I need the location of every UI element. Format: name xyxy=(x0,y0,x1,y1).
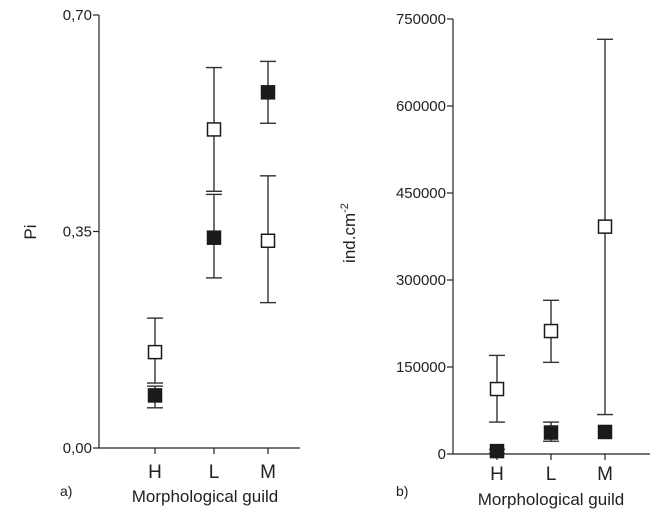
panel-b-y-axis-title: ind.cm-2 xyxy=(339,203,359,263)
panel-b-open-square-marker xyxy=(543,323,559,339)
panel-a-x-axis-title: Morphological guild xyxy=(132,487,278,506)
panel-b-open-square-marker xyxy=(597,219,613,234)
panel-b-category-label: M xyxy=(597,464,613,485)
panel-b-label: b) xyxy=(396,483,408,499)
panel-a-y-tick-label: 0,70 xyxy=(63,7,92,24)
panel-a-filled-square-marker xyxy=(147,388,163,403)
panel-a-y-axis-title-text: Pi xyxy=(21,224,40,239)
panel-b-y-tick-label: 150000 xyxy=(396,359,446,376)
panel-b-filled-square-marker xyxy=(543,425,559,440)
panel-a-y-tick-label: 0,00 xyxy=(63,440,92,457)
panel-b-y-tick-label: 450000 xyxy=(396,185,446,202)
panel-b-y-tick-label: 600000 xyxy=(396,98,446,115)
panel-a-y-tick-label: 0,35 xyxy=(63,224,92,241)
panel-a-open-square-marker xyxy=(260,233,276,249)
panel-a-category-label: M xyxy=(260,462,276,483)
panel-b-open-square-marker xyxy=(489,381,505,397)
panel-b-filled-square-marker xyxy=(597,424,613,440)
panel-b-y-tick-label: 0 xyxy=(438,446,446,463)
panel-a-open-square-marker xyxy=(147,344,163,360)
panel-b-filled-square-marker xyxy=(489,443,505,459)
panel-b-category-label: L xyxy=(546,464,557,485)
panel-a-category-label: H xyxy=(148,462,162,483)
panel-b-y-tick-label: 750000 xyxy=(396,11,446,28)
panel-a-category-label: L xyxy=(209,462,220,483)
panel-a-open-square-marker xyxy=(206,122,222,137)
panel-b-x-axis-title: Morphological guild xyxy=(478,490,624,509)
panel-a-label: a) xyxy=(60,483,72,499)
panel-b-category-label: H xyxy=(490,464,504,485)
panel-b-y-tick-label: 300000 xyxy=(396,272,446,289)
panel-b-y-axis-title-text: ind.cm xyxy=(340,213,359,263)
panel-a-filled-square-marker xyxy=(260,85,276,100)
panel-b-y-axis-title-superscript: -2 xyxy=(339,203,351,213)
panel-a-y-axis-title: Pi xyxy=(21,224,40,239)
panel-a-filled-square-marker xyxy=(206,230,222,245)
